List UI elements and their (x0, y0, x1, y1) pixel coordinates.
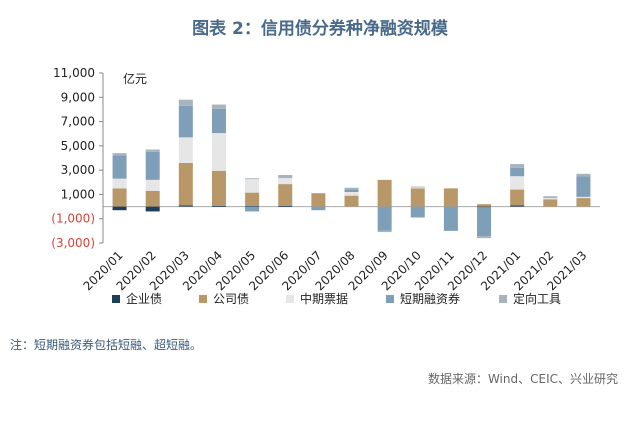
bar-segment (377, 179, 392, 207)
y-tick-label: 9,000 (61, 90, 95, 104)
y-tick-label: 5,000 (61, 139, 95, 153)
bar-segment (211, 205, 226, 207)
bar-segment (211, 104, 226, 109)
bar-segment (344, 189, 359, 192)
bar-segment (211, 108, 226, 134)
bar-segment (410, 187, 425, 189)
bar-segment (311, 206, 326, 211)
bar-segment (443, 188, 458, 207)
bar-segment (245, 178, 260, 180)
chart-title: 图表 2：信用债分券种净融资规模 (192, 19, 448, 39)
bar-segment (112, 206, 127, 211)
bar-segment (178, 99, 193, 106)
bar-segment (576, 196, 591, 199)
bar-segment (112, 178, 127, 189)
legend-label: 企业债 (126, 291, 162, 306)
bar-segment (344, 187, 359, 190)
bar-segment (145, 151, 160, 180)
bar-segment (477, 207, 492, 237)
bar-segment (211, 133, 226, 171)
bar-segment (112, 153, 127, 156)
legend-swatch (286, 295, 294, 303)
bar-segment (510, 189, 525, 206)
bar-segment (576, 176, 591, 197)
bar-segment (145, 190, 160, 207)
bar-segment (278, 175, 293, 179)
bar-segment (178, 205, 193, 207)
y-tick-label: 7,000 (61, 115, 95, 129)
bar-segment (112, 188, 127, 207)
bar-segment (344, 195, 359, 207)
bar-segment (543, 199, 558, 207)
bar-segment (145, 206, 160, 212)
bar-segment (510, 176, 525, 190)
bar-segment (145, 179, 160, 191)
bar-segment (510, 167, 525, 177)
y-tick-label: 11,000 (53, 66, 95, 80)
bar-segment (377, 206, 392, 231)
bar-segment (477, 204, 492, 207)
bar-segment (510, 205, 525, 207)
footnote: 注：短期融资券包括短融、超短融。 (10, 338, 203, 352)
bar-segment (510, 164, 525, 168)
bar-segment (178, 137, 193, 163)
bar-segment (443, 206, 458, 231)
bar-segment (145, 149, 160, 152)
bar-segment (311, 193, 326, 207)
bar-segment (543, 198, 558, 200)
legend-label: 公司债 (213, 292, 249, 306)
legend-swatch (199, 295, 207, 303)
bar-segment (245, 205, 260, 207)
y-tick-label: (3,000) (51, 236, 95, 250)
legend-swatch (386, 295, 394, 303)
unit-label: 亿元 (123, 71, 147, 86)
stacked-bar-chart: 11,000 9,000 7,000 5,000 3,000 1,000 (1,000) (3… (51, 66, 600, 306)
bar-segment (410, 206, 425, 218)
bar-segment (410, 188, 425, 207)
legend-swatch (112, 295, 120, 303)
legend-swatch (499, 295, 507, 303)
bar-segment (477, 236, 492, 239)
bar-segment (211, 170, 226, 206)
bar-segment (178, 105, 193, 138)
bar-segment (278, 184, 293, 206)
bar-segment (245, 192, 260, 206)
bar-segment (377, 230, 392, 233)
legend-label: 中期票据 (300, 291, 348, 306)
bar-segment (543, 196, 558, 199)
bar-segment (112, 155, 127, 179)
legend-label: 短期融资券 (400, 291, 460, 306)
legend-label: 定向工具 (513, 291, 561, 306)
bar-segment (278, 205, 293, 207)
bar-segment (477, 206, 492, 208)
bar-segment (410, 186, 425, 188)
data-source: 数据来源：Wind、CEIC、兴业研究 (427, 372, 618, 386)
y-tick-label: (1,000) (51, 212, 95, 226)
bar-segment (245, 206, 260, 212)
bar-segment (178, 162, 193, 206)
y-tick-label: 1,000 (61, 187, 95, 201)
bar-segment (576, 198, 591, 207)
bar-segment (576, 173, 591, 177)
y-tick-label: 3,000 (61, 163, 95, 177)
bar-segment (245, 179, 260, 193)
bar-segment (278, 178, 293, 185)
bar-segment (344, 192, 359, 196)
